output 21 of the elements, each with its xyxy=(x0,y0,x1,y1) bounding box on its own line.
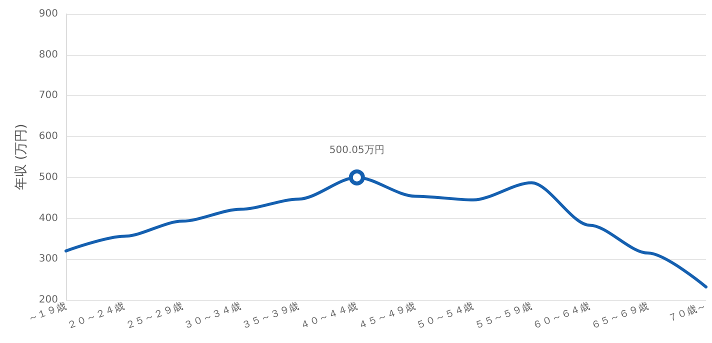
data-label: 500.05万円 xyxy=(329,144,384,156)
y-tick-label: 700 xyxy=(38,90,58,102)
y-tick-label: 300 xyxy=(38,254,58,265)
y-axis-title: 年収 (万円) xyxy=(14,124,29,190)
y-tick-label: 600 xyxy=(38,131,58,142)
y-tick-label: 800 xyxy=(38,49,58,60)
x-tick-label: ５０～５４歳 xyxy=(414,300,476,332)
x-tick-label: ６０～６４歳 xyxy=(531,300,592,332)
x-tick-label: ７０歳～ xyxy=(666,300,708,325)
x-tick-label: ４０～４４歳 xyxy=(298,300,359,332)
y-tick-label: 500 xyxy=(38,172,58,183)
x-tick-label: ６５～６９歳 xyxy=(589,300,650,332)
x-tick-label: ２０～２４歳 xyxy=(66,300,126,332)
x-tick-label: ５５～５９歳 xyxy=(472,300,534,332)
x-tick-label: ２５～２９歳 xyxy=(124,300,184,332)
y-tick-label: 400 xyxy=(38,212,58,224)
y-tick-label: 200 xyxy=(38,294,58,306)
x-tick-label: ３０～３４歳 xyxy=(182,300,242,332)
y-tick-label: 900 xyxy=(38,8,58,20)
x-tick-label: ４５～４９歳 xyxy=(356,300,417,332)
x-tick-label: ３５～３９歳 xyxy=(240,300,301,332)
